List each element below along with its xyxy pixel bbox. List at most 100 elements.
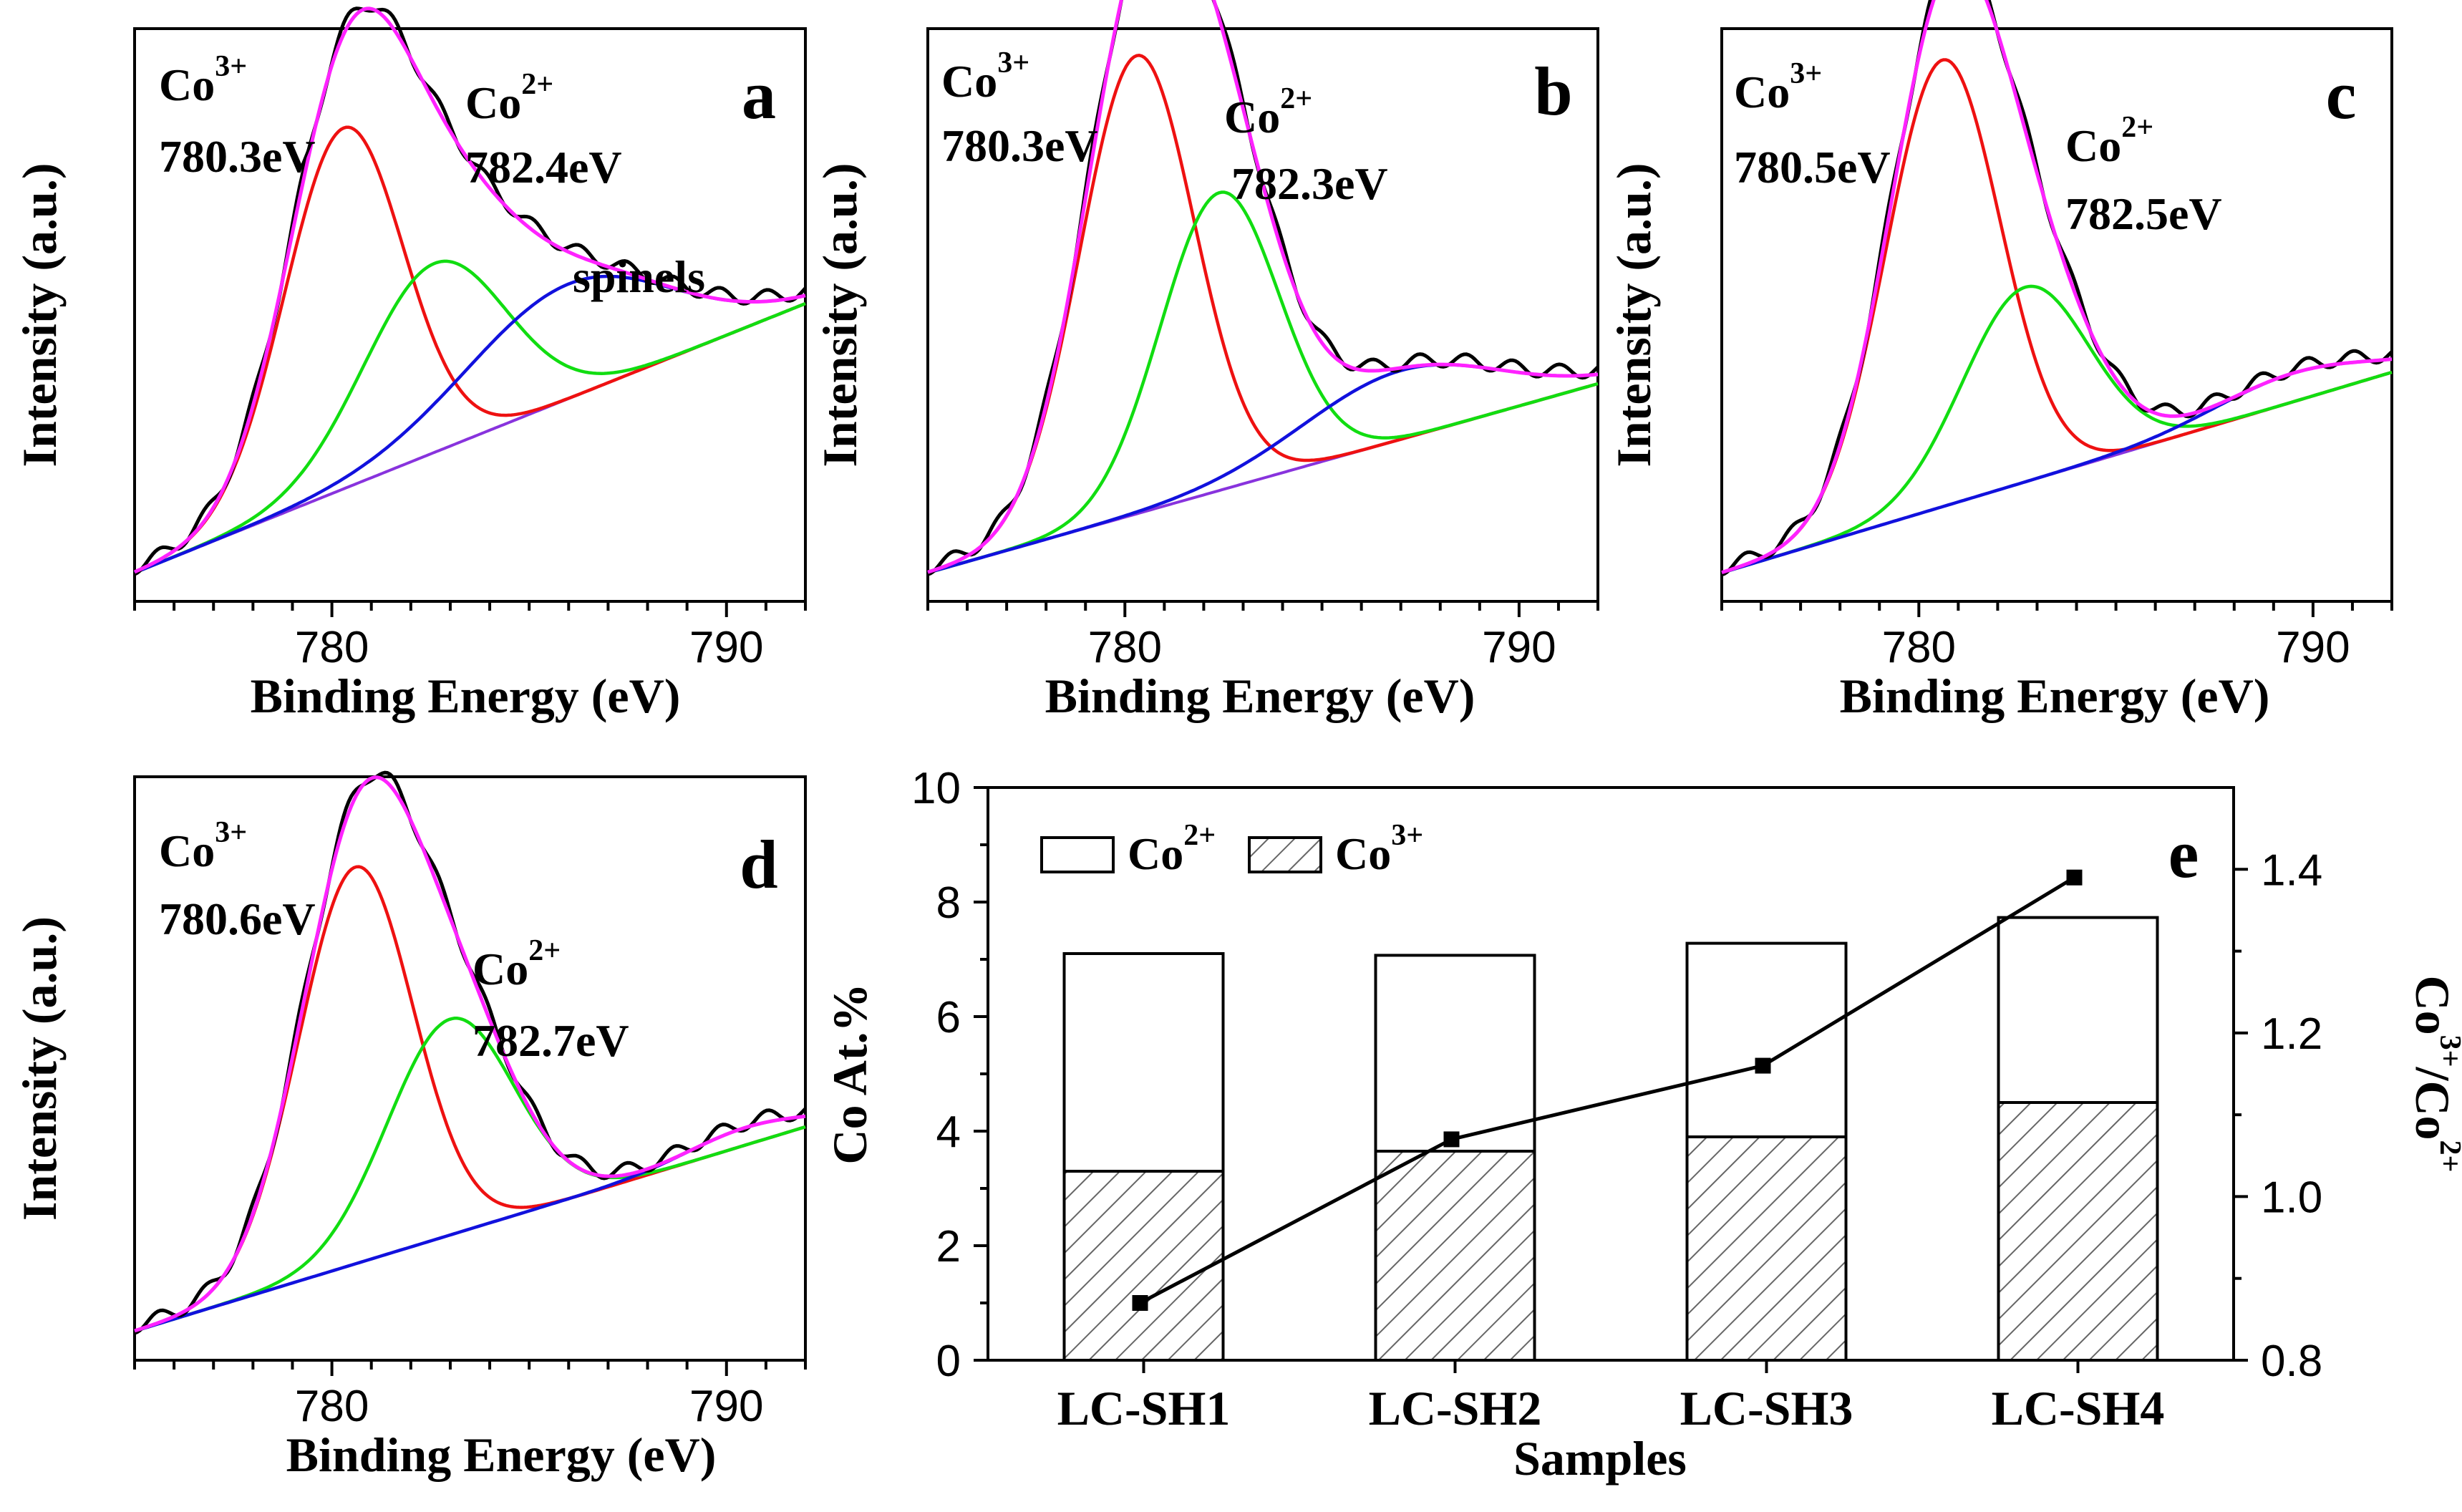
- co3-label: Co3+: [1734, 57, 1822, 117]
- co3-energy-label: 780.6eV: [159, 893, 316, 944]
- spinel-fit-curve: [134, 1114, 806, 1333]
- co2-label-sup: 2+: [521, 68, 553, 101]
- y-axis-label: Intensity (a.u.): [12, 163, 67, 467]
- co2-fit-curve: [134, 259, 806, 575]
- bar-co3: [1062, 1170, 1225, 1362]
- bar-co2: [1062, 952, 1225, 1173]
- plot-frame: [133, 775, 807, 1362]
- envelope-fit-curve: [1721, 0, 2393, 574]
- co2-energy-label: 782.4eV: [465, 142, 622, 193]
- x-tick-label: 780: [1882, 623, 1956, 672]
- co3-label-sup: 3+: [215, 50, 247, 83]
- legend-swatch-co2: [1040, 836, 1115, 873]
- co3-energy-label: 780.3eV: [941, 120, 1098, 171]
- plot-frame: [133, 27, 807, 603]
- plot-frame: [926, 27, 1599, 603]
- y2-tick-label: 1.2: [2261, 1009, 2322, 1059]
- ratio-point: [1443, 1131, 1460, 1148]
- bar-co2: [1374, 954, 1536, 1153]
- plot-frame: [1720, 27, 2393, 603]
- panel-e: LC-SH1 LC-SH2 LC-SH3 LC-SH4 0 2 4 6 8 10 0.8 1.0 1.2…: [823, 764, 2462, 1486]
- y2-label-part1: Co: [2405, 976, 2460, 1035]
- co3-label-base: Co: [941, 56, 997, 107]
- x-tick-label: LC-SH1: [1057, 1381, 1231, 1435]
- y2-tick-label: 1.4: [2261, 845, 2322, 895]
- legend-label-co3-base: Co: [1335, 828, 1391, 879]
- y2-label-sup1: 3+: [2433, 1035, 2462, 1067]
- co3-label-base: Co: [1734, 67, 1790, 117]
- bar-co3: [1374, 1150, 1536, 1362]
- panel-letter-b: b: [1534, 53, 1572, 130]
- y-axis-label: Co At.%: [823, 983, 877, 1164]
- co3-label: Co3+: [159, 816, 247, 876]
- x-tick-label: 780: [295, 1382, 369, 1431]
- bar-co3: [1685, 1135, 1848, 1362]
- ratio-point: [1132, 1295, 1148, 1311]
- bar-co3: [1997, 1101, 2159, 1362]
- co3-energy-label: 780.3eV: [159, 131, 316, 182]
- y-tick-label: 6: [936, 993, 961, 1042]
- y-axis-label: Intensity (a.u.): [813, 163, 867, 467]
- co3-label-sup: 3+: [997, 47, 1029, 79]
- y2-tick-label: 1.0: [2261, 1173, 2322, 1222]
- co2-label-sup: 2+: [2121, 111, 2153, 144]
- co2-label: Co2+: [1224, 82, 1312, 142]
- co2-label: Co2+: [465, 68, 553, 128]
- y2-axis-label: Co3+/Co2+: [2405, 976, 2462, 1173]
- co2-energy-label: 782.3eV: [1231, 158, 1388, 209]
- co2-label-base: Co: [1224, 92, 1280, 142]
- legend-swatch-co3: [1248, 836, 1322, 873]
- co2-energy-label: 782.5eV: [2065, 188, 2222, 239]
- y-axis-label: Intensity (a.u.): [1606, 163, 1661, 467]
- co3-label-sup: 3+: [1790, 57, 1822, 90]
- legend-label-co2-base: Co: [1128, 828, 1183, 879]
- ratio-point: [1755, 1057, 1771, 1074]
- x-axis-label: Binding Energy (eV): [1045, 669, 1475, 723]
- y2-label-sup2: 2+: [2433, 1140, 2462, 1173]
- y2-label-part2: /Co: [2405, 1067, 2460, 1140]
- x-axis-label: Samples: [1513, 1431, 1687, 1486]
- co2-fit-curve: [927, 190, 1599, 575]
- co3-label: Co3+: [159, 50, 247, 110]
- ratio-line: [1139, 876, 2075, 1305]
- x-tick-label: 790: [689, 623, 763, 672]
- raw-data-curve: [134, 770, 807, 1335]
- bar-co2: [1997, 916, 2159, 1104]
- y-axis-label: Intensity (a.u.): [12, 916, 67, 1221]
- legend-label-co2: Co2+: [1128, 819, 1216, 879]
- bar-co2: [1685, 941, 1848, 1138]
- legend-label-co3-sup: 3+: [1391, 819, 1423, 852]
- co3-label-sup: 3+: [215, 816, 247, 849]
- co2-label-sup: 2+: [528, 934, 561, 967]
- y-tick-label: 10: [911, 764, 961, 813]
- ratio-point: [2066, 869, 2083, 886]
- x-tick-label: 780: [295, 623, 369, 672]
- x-axis-label: Binding Energy (eV): [251, 669, 681, 723]
- co3-label-base: Co: [159, 825, 215, 876]
- co2-label-base: Co: [465, 77, 521, 128]
- co2-label: Co2+: [2065, 111, 2153, 171]
- y-tick-label: 8: [936, 878, 961, 928]
- y2-tick-label: 0.8: [2261, 1337, 2322, 1386]
- legend-label-co3: Co3+: [1335, 819, 1423, 879]
- co3-label-base: Co: [159, 59, 215, 110]
- x-axis-label: Binding Energy (eV): [1840, 669, 2270, 723]
- envelope-fit-curve: [927, 0, 1599, 574]
- x-axis-label: Binding Energy (eV): [286, 1428, 717, 1482]
- panel-letter-e: e: [2168, 815, 2199, 892]
- y-tick-label: 2: [936, 1222, 961, 1271]
- co3-label: Co3+: [941, 47, 1029, 107]
- x-tick-label: 790: [689, 1382, 763, 1431]
- co3-energy-label: 780.5eV: [1734, 142, 1891, 193]
- legend-label-co2-sup: 2+: [1183, 819, 1216, 852]
- envelope-fit-curve: [133, 6, 806, 574]
- co2-label: Co2+: [472, 934, 561, 994]
- panel-letter-d: d: [740, 826, 777, 903]
- x-tick-label: LC-SH3: [1680, 1381, 1853, 1435]
- x-tick-label: 790: [1482, 623, 1556, 672]
- x-tick-label: 780: [1088, 623, 1162, 672]
- y-tick-label: 4: [936, 1108, 961, 1157]
